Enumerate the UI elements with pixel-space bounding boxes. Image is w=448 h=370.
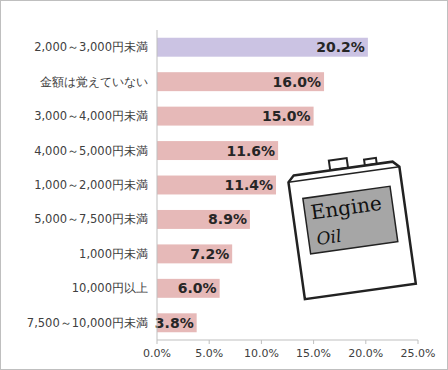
data-label: 20.2% <box>316 39 365 55</box>
tick-label: 15.0% <box>296 347 331 360</box>
bar <box>157 210 250 229</box>
category-label: 4,000～5,000円未満 <box>34 144 148 158</box>
oil-can-illustration: EngineOil <box>286 151 416 299</box>
category-label: 7,500～10,000円未満 <box>27 316 148 330</box>
tick-label: 20.0% <box>348 347 383 360</box>
can-body <box>288 161 416 299</box>
category-label: 2,000～3,000円未満 <box>34 40 148 54</box>
x-axis-line <box>157 340 418 341</box>
bar <box>157 72 324 91</box>
category-label: 1,000円未満 <box>79 247 148 261</box>
data-label: 16.0% <box>272 74 321 90</box>
tick-mark <box>313 340 314 344</box>
annotation: Engine <box>309 191 383 225</box>
bar <box>157 141 278 160</box>
category-label: 5,000～7,500円未満 <box>34 212 148 226</box>
data-label: 6.0% <box>178 280 217 296</box>
data-label: 11.4% <box>224 177 273 193</box>
data-label: 3.8% <box>155 315 194 331</box>
data-label: 7.2% <box>190 246 229 262</box>
tick-label: 25.0% <box>401 347 436 360</box>
data-label: 8.9% <box>208 211 247 227</box>
tick-mark <box>261 340 262 344</box>
tick-mark <box>157 340 158 344</box>
data-label: 11.6% <box>227 143 276 159</box>
category-label: 3,000～4,000円未満 <box>34 109 148 123</box>
y-axis-line <box>157 30 158 340</box>
bar <box>157 107 314 126</box>
tick-label: 5.0% <box>195 347 223 360</box>
category-label: 金額は覚えていない <box>40 75 148 89</box>
bar <box>157 176 276 195</box>
category-label: 1,000～2,000円未満 <box>34 178 148 192</box>
tick-mark <box>365 340 366 344</box>
tick-mark <box>209 340 210 344</box>
bar <box>157 244 232 263</box>
chart-container: 2,000～3,000円未満金額は覚えていない 3,000～4,000円未満 4,0… <box>0 0 448 370</box>
annotation: Oil <box>315 226 342 249</box>
bar <box>157 279 220 298</box>
can-rim <box>288 167 399 183</box>
frame <box>1 1 448 370</box>
tick-mark <box>418 340 419 344</box>
category-label: 10,000円以上 <box>72 281 148 295</box>
bar <box>157 38 368 57</box>
tick-label: 10.0% <box>244 347 279 360</box>
can-label <box>303 186 398 254</box>
data-label: 15.0% <box>262 108 311 124</box>
tick-label: 0.0% <box>143 347 171 360</box>
chart: 2,000～3,000円未満金額は覚えていない 3,000～4,000円未満 4,0… <box>0 0 448 370</box>
